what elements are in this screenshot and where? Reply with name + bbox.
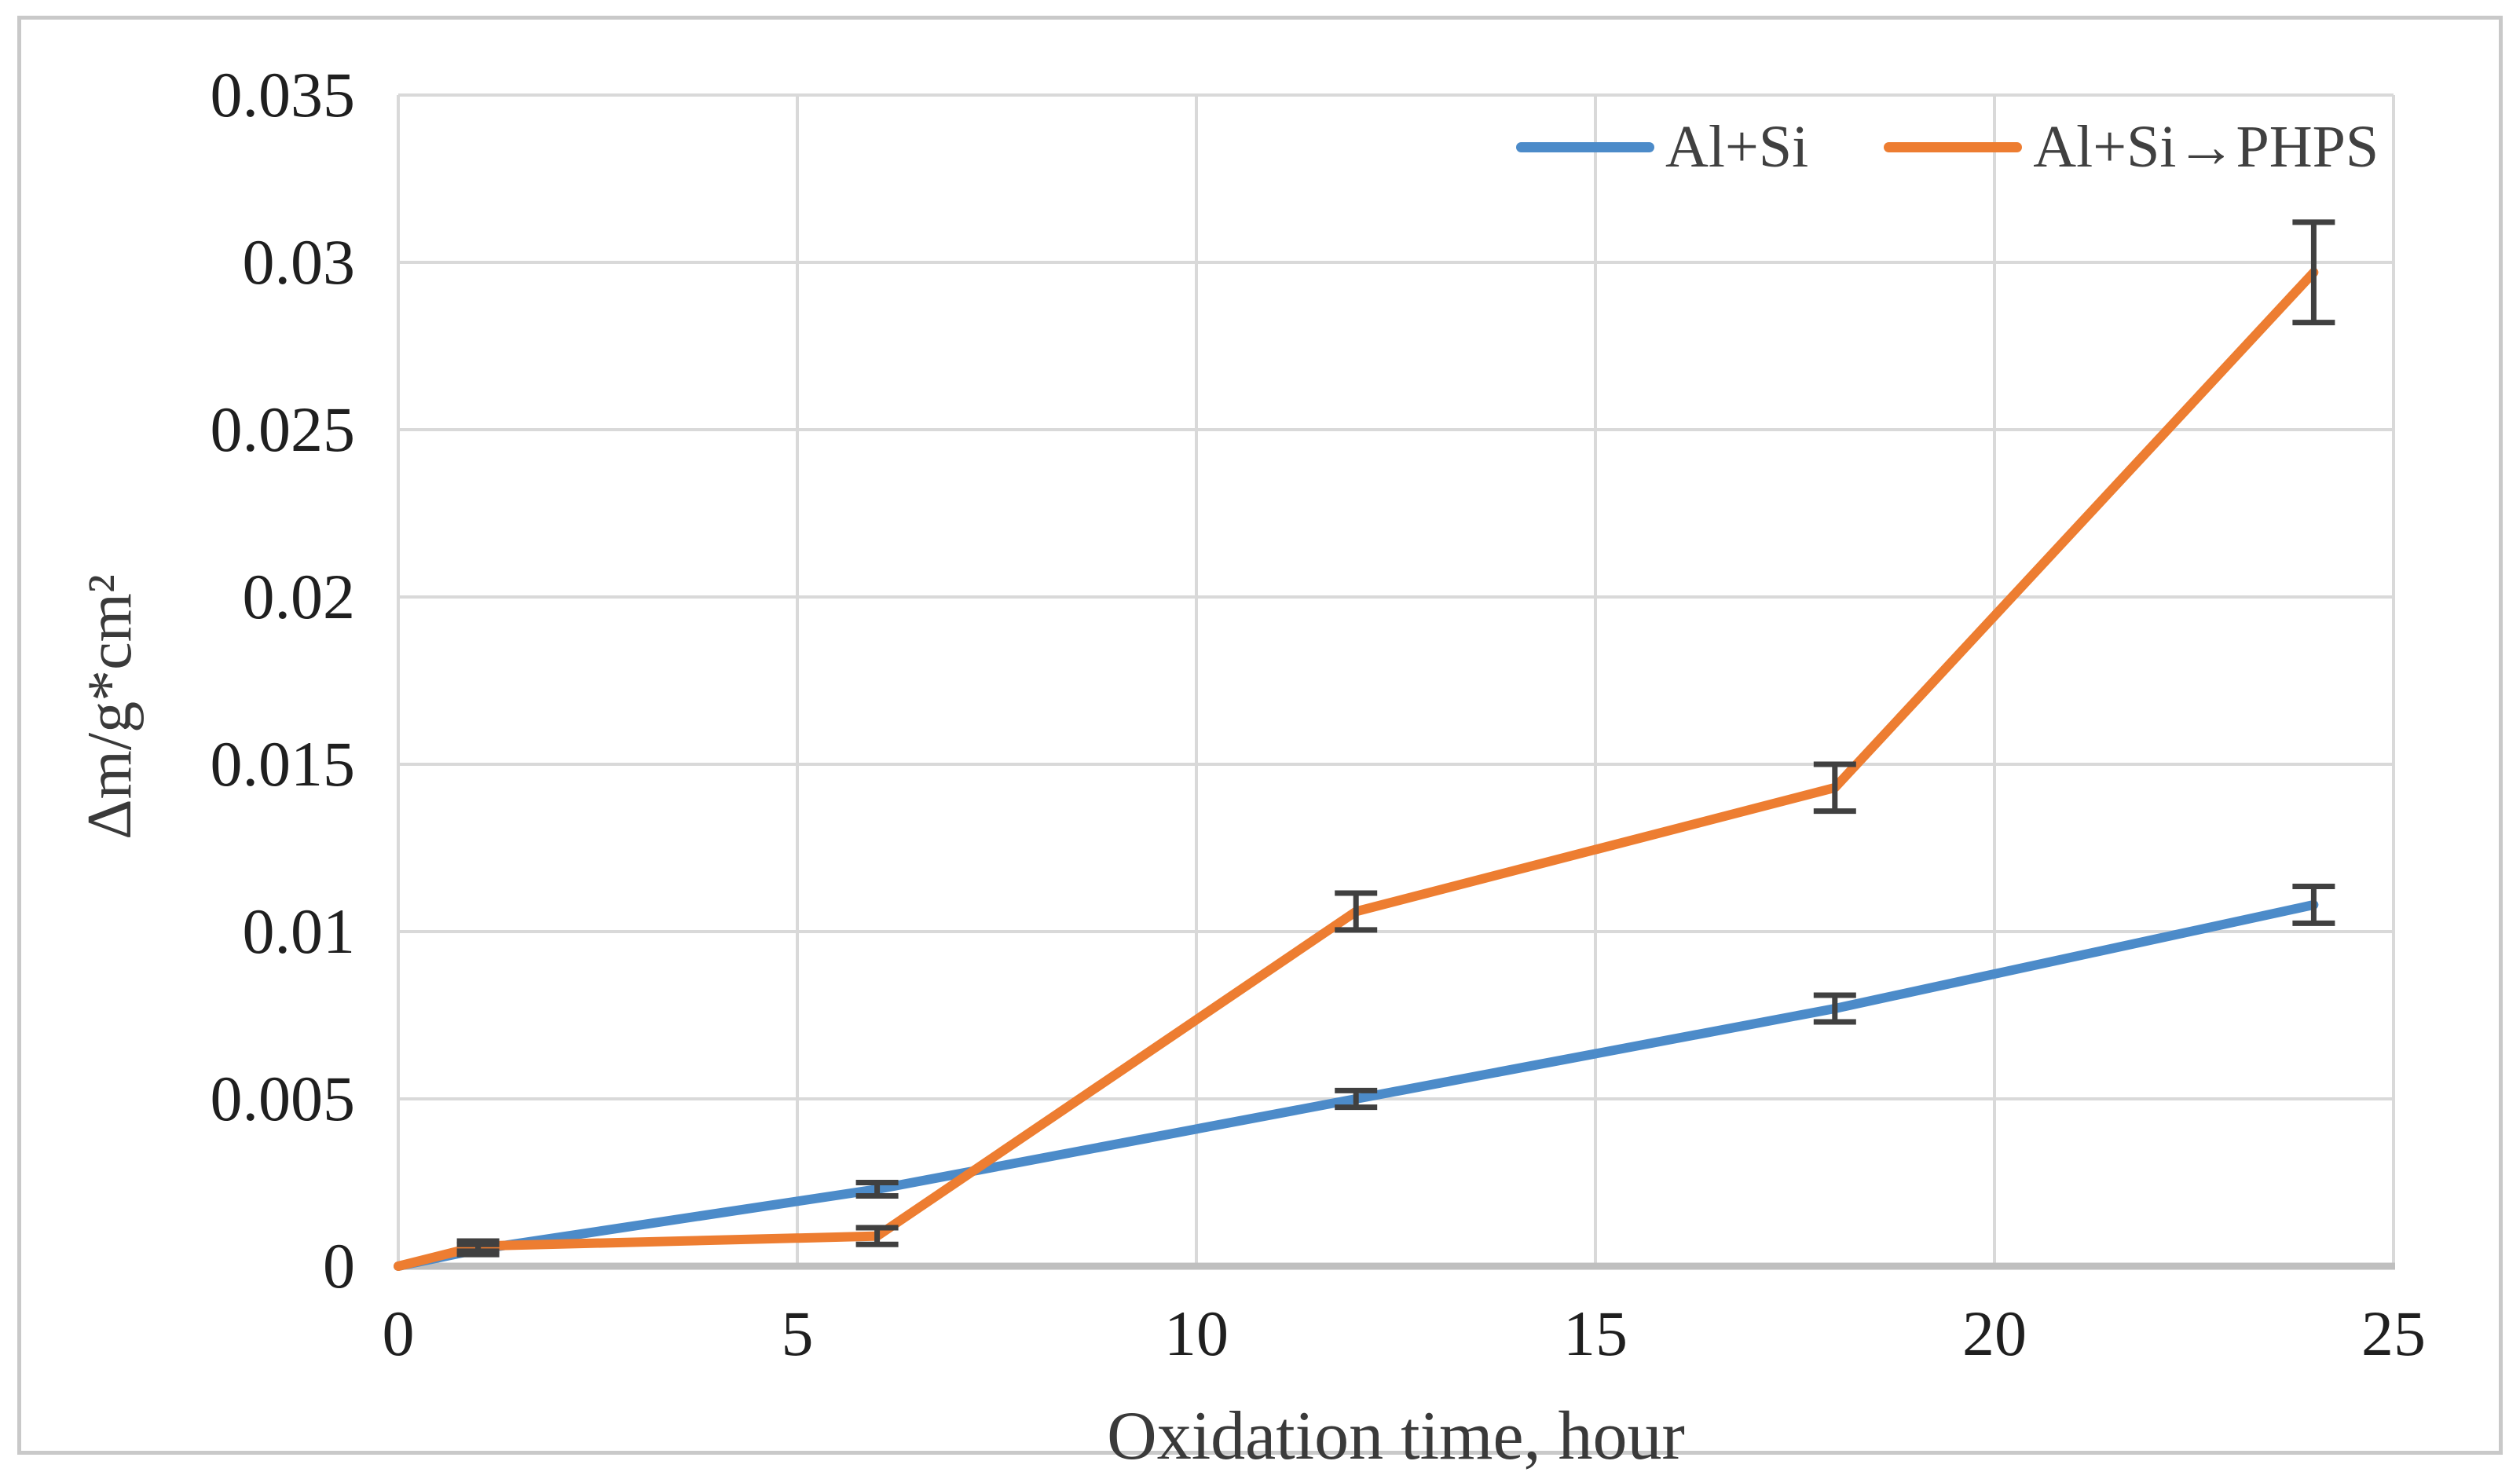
x-tick-label: 15 bbox=[1563, 1298, 1628, 1369]
y-axis-title: Δm/g*cm² bbox=[75, 574, 145, 840]
legend-swatch-al-si-phps bbox=[1884, 141, 2023, 152]
legend-item-al-si-phps: Al+Si→PHPS bbox=[1884, 113, 2379, 181]
y-tick-label: 0.03 bbox=[242, 226, 356, 298]
x-tick-label: 0 bbox=[382, 1298, 415, 1369]
legend-label-al-si: Al+Si bbox=[1665, 113, 1809, 180]
legend-swatch-al-si bbox=[1516, 141, 1654, 152]
y-tick-label: 0.02 bbox=[242, 561, 356, 632]
series-line-al-si-phps bbox=[394, 267, 2319, 1271]
x-tick-label: 20 bbox=[1962, 1298, 2027, 1369]
legend: Al+Si Al+Si→PHPS bbox=[1516, 110, 2379, 184]
y-tick-label: 0.01 bbox=[242, 895, 356, 967]
legend-item-al-si: Al+Si bbox=[1516, 113, 1808, 181]
y-tick-label: 0.015 bbox=[210, 728, 356, 800]
y-tick-label: 0.005 bbox=[210, 1063, 356, 1134]
x-axis-title: Oxidation time, hour bbox=[1107, 1398, 1685, 1472]
y-tick-label: 0 bbox=[323, 1230, 355, 1302]
y-tick-label: 0.025 bbox=[210, 394, 356, 465]
x-tick-label: 25 bbox=[2361, 1298, 2426, 1369]
series-line-al-si bbox=[394, 899, 2319, 1271]
legend-label-al-si-phps: Al+Si→PHPS bbox=[2033, 113, 2379, 180]
x-tick-label: 5 bbox=[781, 1298, 814, 1369]
x-tick-label: 10 bbox=[1164, 1298, 1229, 1369]
y-tick-label: 0.035 bbox=[210, 59, 356, 130]
